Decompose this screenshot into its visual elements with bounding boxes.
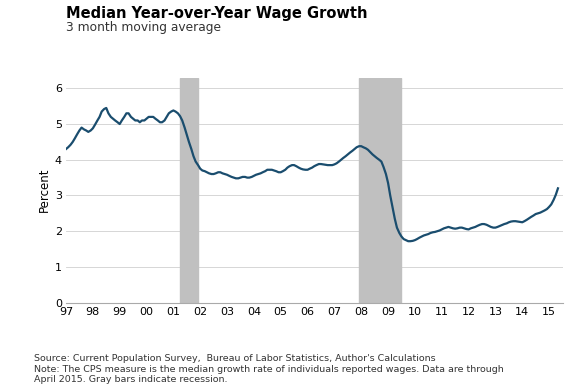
Bar bbox=[180, 78, 198, 303]
Text: 3 month moving average: 3 month moving average bbox=[66, 21, 221, 35]
Text: Median Year-over-Year Wage Growth: Median Year-over-Year Wage Growth bbox=[66, 6, 367, 21]
Bar bbox=[359, 78, 401, 303]
Y-axis label: Percent: Percent bbox=[37, 168, 51, 212]
Text: Source: Current Population Survey,  Bureau of Labor Statistics, Author's Calcula: Source: Current Population Survey, Burea… bbox=[34, 354, 504, 384]
